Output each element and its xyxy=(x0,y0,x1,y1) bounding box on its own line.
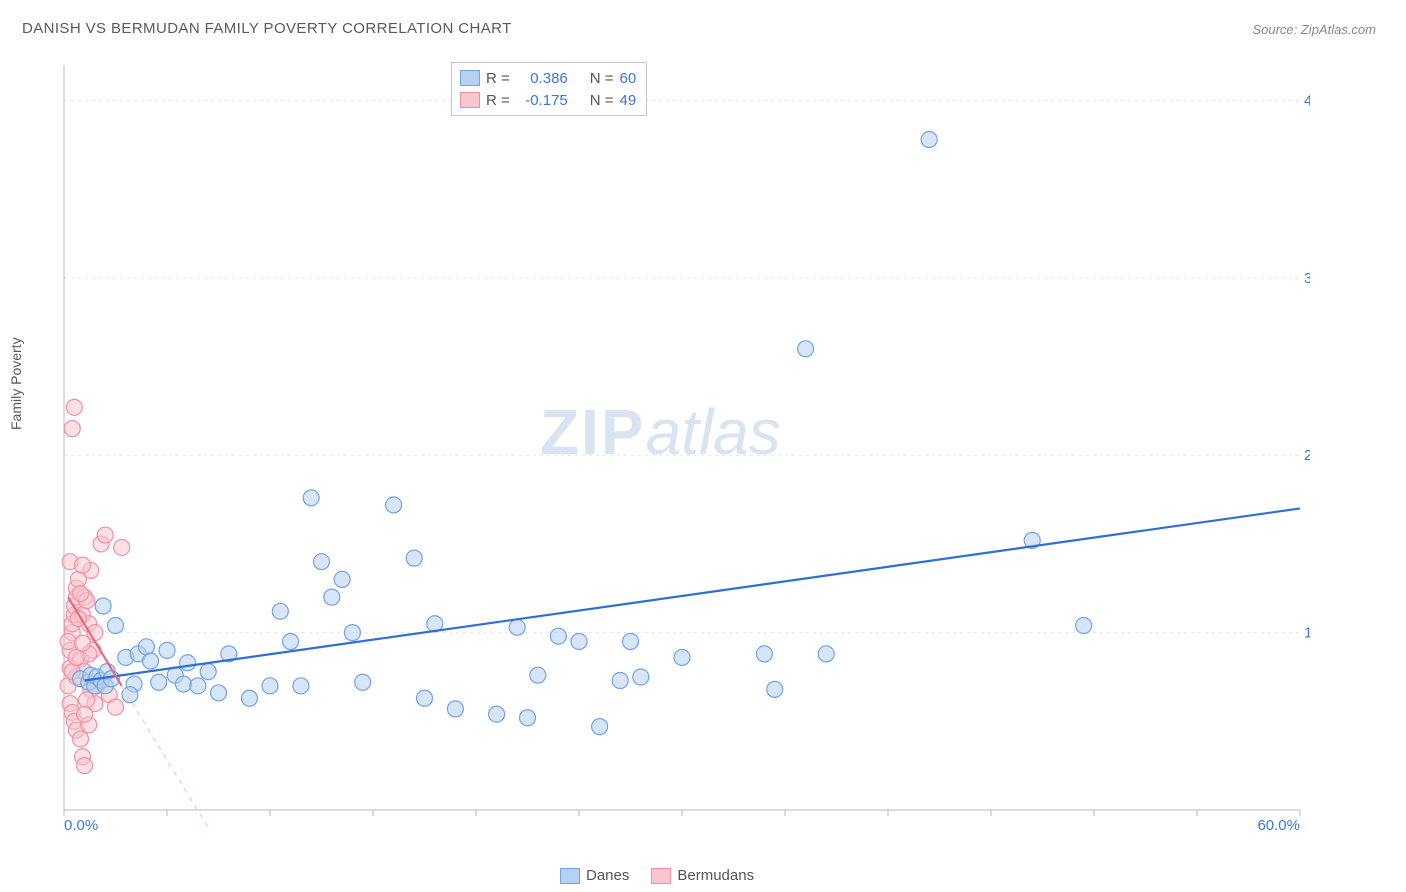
danes-point xyxy=(283,633,299,649)
danes-point xyxy=(272,603,288,619)
danes-point xyxy=(344,625,360,641)
bermudans-point xyxy=(66,399,82,415)
danes-point xyxy=(489,706,505,722)
danes-point xyxy=(143,653,159,669)
y-axis-label: Family Poverty xyxy=(8,337,24,430)
source-prefix: Source: xyxy=(1252,22,1300,37)
danes-point xyxy=(447,701,463,717)
y-tick-label: 40.0% xyxy=(1304,92,1310,109)
bermudans-point xyxy=(72,586,88,602)
x-tick-label: 60.0% xyxy=(1257,817,1300,830)
series-legend-item: Danes xyxy=(560,867,629,884)
series-label: Danes xyxy=(586,867,629,884)
series-legend-item: Bermudans xyxy=(651,867,754,884)
danes-point xyxy=(138,639,154,655)
series-label: Bermudans xyxy=(677,867,754,884)
danes-point xyxy=(324,589,340,605)
danes-point xyxy=(303,490,319,506)
danes-point xyxy=(180,655,196,671)
danes-point xyxy=(159,642,175,658)
danes-point xyxy=(175,676,191,692)
bermudans-point xyxy=(97,527,113,543)
r-value: -0.175 xyxy=(516,92,568,109)
stat-row: R = 0.386 N = 60 xyxy=(460,67,636,89)
danes-point xyxy=(674,649,690,665)
danes-point xyxy=(190,678,206,694)
legend-swatch xyxy=(460,70,480,86)
source-name: ZipAtlas.com xyxy=(1301,22,1376,37)
danes-point xyxy=(633,669,649,685)
danes-point xyxy=(334,571,350,587)
bermudans-point xyxy=(79,692,95,708)
danes-point xyxy=(355,674,371,690)
bermudans-point xyxy=(64,421,80,437)
danes-point xyxy=(571,633,587,649)
n-label: N = xyxy=(590,92,614,109)
danes-point xyxy=(293,678,309,694)
scatter-chart: 10.0% 20.0% 30.0% 40.0% 0.0% 60.0% xyxy=(50,55,1310,830)
bermudans-point xyxy=(68,649,84,665)
danes-point xyxy=(612,673,628,689)
danes-trendline xyxy=(85,508,1300,680)
series-legend: Danes Bermudans xyxy=(560,867,754,884)
danes-point xyxy=(818,646,834,662)
danes-point xyxy=(756,646,772,662)
bermudans-trendline-extrapolated xyxy=(122,686,209,828)
bermudans-point xyxy=(77,758,93,774)
chart-title: DANISH VS BERMUDAN FAMILY POVERTY CORREL… xyxy=(22,20,512,37)
danes-point xyxy=(1076,618,1092,634)
danes-point xyxy=(406,550,422,566)
r-label: R = xyxy=(486,70,510,87)
bermudans-point xyxy=(114,539,130,555)
r-label: R = xyxy=(486,92,510,109)
danes-point xyxy=(95,598,111,614)
danes-point xyxy=(151,674,167,690)
danes-point xyxy=(550,628,566,644)
legend-swatch xyxy=(651,868,671,884)
danes-point xyxy=(108,618,124,634)
x-tick-label: 0.0% xyxy=(64,817,98,830)
bermudans-point xyxy=(60,633,76,649)
legend-swatch xyxy=(560,868,580,884)
danes-point xyxy=(592,719,608,735)
n-value: 60 xyxy=(620,70,637,87)
danes-point xyxy=(262,678,278,694)
danes-point xyxy=(211,685,227,701)
n-value: 49 xyxy=(620,92,637,109)
y-tick-label: 20.0% xyxy=(1304,447,1310,464)
danes-point xyxy=(530,667,546,683)
source-attribution: Source: ZipAtlas.com xyxy=(1252,22,1376,37)
bermudans-point xyxy=(108,699,124,715)
bermudans-point xyxy=(77,706,93,722)
danes-point xyxy=(509,619,525,635)
correlation-legend: R = 0.386 N = 60 R = -0.175 N = 49 xyxy=(451,62,647,116)
bermudans-point xyxy=(75,635,91,651)
stat-row: R = -0.175 N = 49 xyxy=(460,89,636,111)
y-tick-label: 30.0% xyxy=(1304,270,1310,287)
danes-point xyxy=(798,341,814,357)
danes-point xyxy=(241,690,257,706)
n-label: N = xyxy=(590,70,614,87)
danes-point xyxy=(767,681,783,697)
danes-point xyxy=(921,132,937,148)
danes-point xyxy=(623,633,639,649)
danes-point xyxy=(386,497,402,513)
bermudans-point xyxy=(75,557,91,573)
legend-swatch xyxy=(460,92,480,108)
y-tick-label: 10.0% xyxy=(1304,625,1310,642)
bermudans-point xyxy=(72,731,88,747)
danes-point xyxy=(417,690,433,706)
danes-point xyxy=(314,554,330,570)
danes-point xyxy=(520,710,536,726)
danes-point xyxy=(200,664,216,680)
r-value: 0.386 xyxy=(516,70,568,87)
